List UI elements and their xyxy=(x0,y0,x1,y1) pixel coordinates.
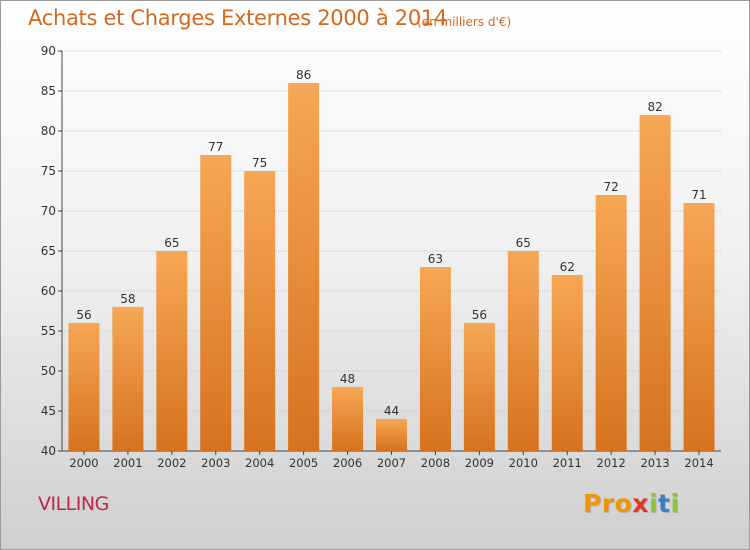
x-tick-label-2003: 2003 xyxy=(201,456,230,470)
y-tick-label: 50 xyxy=(41,364,56,378)
x-tick-label-2006: 2006 xyxy=(333,456,362,470)
x-tick-label-2002: 2002 xyxy=(157,456,186,470)
x-tick-label-2010: 2010 xyxy=(509,456,538,470)
y-tick-label: 70 xyxy=(41,204,56,218)
data-label-2002: 65 xyxy=(164,236,179,250)
y-tick-label: 85 xyxy=(41,84,56,98)
y-tick-label: 45 xyxy=(41,404,56,418)
bar-2014 xyxy=(683,203,715,451)
bar-2006 xyxy=(332,387,364,451)
x-tick-label-2009: 2009 xyxy=(465,456,494,470)
data-label-2008: 63 xyxy=(428,252,443,266)
commune-name: VILLING xyxy=(38,493,109,515)
y-tick-label: 90 xyxy=(41,44,56,58)
y-tick-label: 80 xyxy=(41,124,56,138)
x-tick-label-2014: 2014 xyxy=(684,456,713,470)
y-tick-label: 65 xyxy=(41,244,56,258)
x-tick-label-2005: 2005 xyxy=(289,456,318,470)
bar-2008 xyxy=(419,267,451,451)
data-label-2003: 77 xyxy=(208,140,223,154)
chart-title: Achats et Charges Externes 2000 à 2014 xyxy=(28,6,448,30)
y-tick-label: 75 xyxy=(41,164,56,178)
data-label-2001: 58 xyxy=(120,292,135,306)
bar-2013 xyxy=(639,115,671,451)
y-tick-label: 60 xyxy=(41,284,56,298)
data-label-2013: 82 xyxy=(647,100,662,114)
x-tick-label-2004: 2004 xyxy=(245,456,274,470)
x-tick-label-2008: 2008 xyxy=(421,456,450,470)
bar-2011 xyxy=(551,275,583,451)
x-tick-label-2012: 2012 xyxy=(597,456,626,470)
bar-2001 xyxy=(112,307,144,451)
proxiti-logo: Proxiti xyxy=(583,489,680,518)
bar-2009 xyxy=(463,323,495,451)
data-label-2007: 44 xyxy=(384,404,399,418)
data-label-2006: 48 xyxy=(340,372,355,386)
data-label-2005: 86 xyxy=(296,68,311,82)
bar-2002 xyxy=(156,251,188,451)
x-tick-label-2000: 2000 xyxy=(69,456,98,470)
bar-2000 xyxy=(68,323,100,451)
data-label-2012: 72 xyxy=(604,180,619,194)
bar-2003 xyxy=(200,155,232,451)
data-label-2009: 56 xyxy=(472,308,487,322)
bar-2007 xyxy=(376,419,407,451)
x-tick-label-2007: 2007 xyxy=(377,456,406,470)
y-tick-label: 55 xyxy=(41,324,56,338)
bar-2004 xyxy=(244,171,276,451)
bar-2005 xyxy=(288,83,320,451)
data-label-2000: 56 xyxy=(76,308,91,322)
data-label-2010: 65 xyxy=(516,236,531,250)
x-tick-label-2011: 2011 xyxy=(553,456,582,470)
data-label-2014: 71 xyxy=(691,188,706,202)
data-label-2011: 62 xyxy=(560,260,575,274)
chart-unit: (en milliers d'€) xyxy=(417,15,512,29)
x-tick-label-2001: 2001 xyxy=(113,456,142,470)
bar-2012 xyxy=(595,195,627,451)
x-tick-label-2013: 2013 xyxy=(640,456,669,470)
bar-2010 xyxy=(507,251,539,451)
y-tick-label: 40 xyxy=(41,444,56,458)
data-label-2004: 75 xyxy=(252,156,267,170)
